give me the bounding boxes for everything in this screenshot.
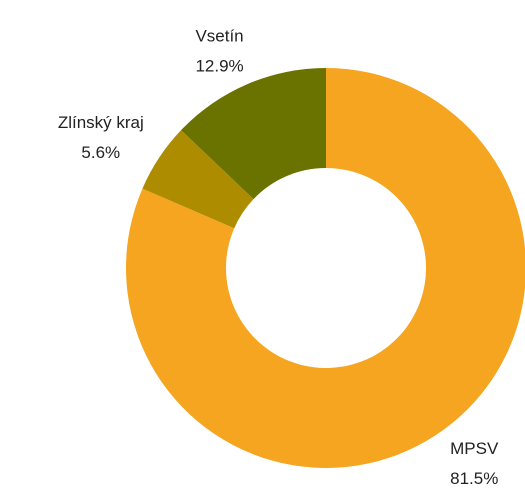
slice-value: 81.5% (450, 469, 498, 488)
slice-value: 12.9% (195, 57, 243, 76)
donut-slice (126, 68, 525, 468)
slice-label: MPSV (450, 439, 499, 458)
slice-value: 5.6% (81, 143, 120, 162)
slice-label: Vsetín (195, 27, 243, 46)
donut-slice (181, 68, 326, 200)
slice-label: Zlínský kraj (58, 113, 144, 132)
donut-slice (142, 130, 254, 229)
